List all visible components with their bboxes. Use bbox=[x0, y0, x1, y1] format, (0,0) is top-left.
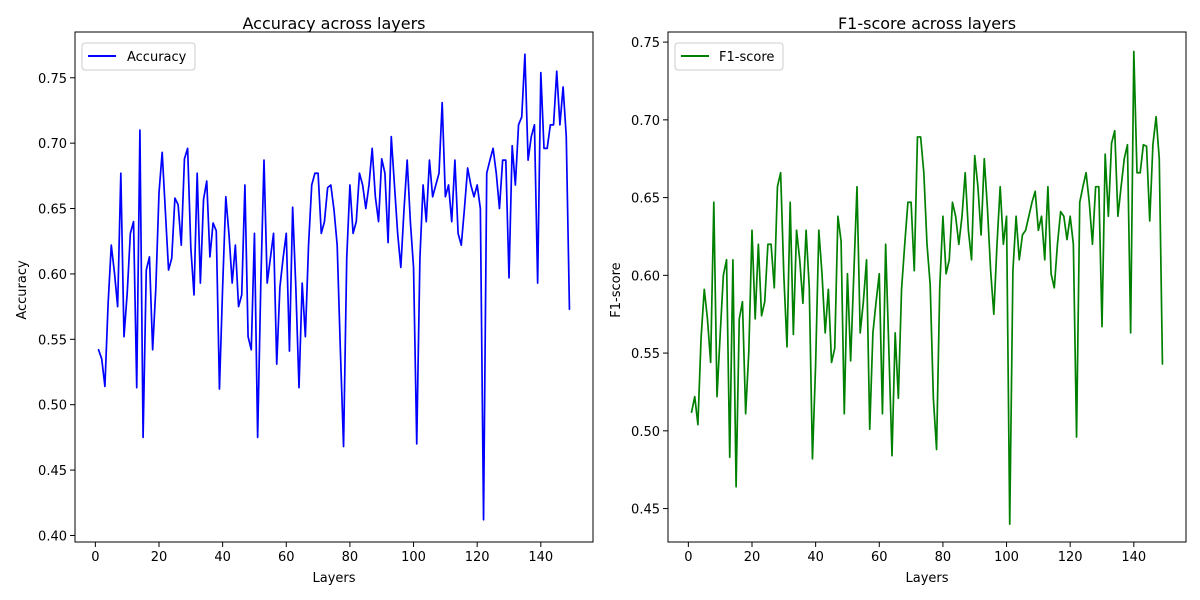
y-tick-label: 0.65 bbox=[631, 192, 660, 207]
x-tick-label: 140 bbox=[1121, 550, 1146, 565]
axes-frame bbox=[667, 31, 1187, 543]
chart-title: F1-score across layers bbox=[838, 14, 1016, 33]
x-tick-label: 60 bbox=[278, 550, 295, 565]
y-tick-label: 0.75 bbox=[38, 72, 67, 87]
legend-box bbox=[81, 42, 196, 71]
ticks-layer: 0 20 40 60 80 100 120 140 0.45 0.50 0.55 0.60 0.65 0.… bbox=[631, 36, 1146, 565]
y-tick-label: 0.50 bbox=[38, 399, 67, 414]
x-tick-label: 0 bbox=[91, 550, 99, 565]
series-line-accuracy bbox=[97, 53, 571, 521]
x-tick-label: 100 bbox=[401, 550, 426, 565]
chart-accuracy: 0 20 40 60 80 100 120 140 0.40 0.45 0.50 0.55 0.60 0.… bbox=[15, 14, 594, 586]
y-tick-label: 0.55 bbox=[631, 347, 660, 362]
y-tick-label: 0.45 bbox=[631, 503, 660, 518]
y-tick-label: 0.45 bbox=[38, 464, 67, 479]
x-tick-label: 100 bbox=[994, 550, 1019, 565]
y-tick-label: 0.55 bbox=[38, 333, 67, 348]
legend: Accuracy bbox=[81, 42, 196, 71]
plot-background bbox=[75, 32, 593, 542]
x-tick-label: 80 bbox=[342, 550, 359, 565]
series-line-f1-score bbox=[690, 50, 1164, 525]
legend-box bbox=[674, 42, 784, 71]
x-tick-label: 20 bbox=[744, 550, 761, 565]
x-tick-label: 20 bbox=[151, 550, 168, 565]
series-layer bbox=[690, 50, 1164, 525]
x-axis-label: Layers bbox=[312, 571, 355, 586]
y-tick-label: 0.70 bbox=[38, 137, 67, 152]
chart-f1-score: 0 20 40 60 80 100 120 140 0.45 0.50 0.55 0.60 0.65 0.… bbox=[609, 14, 1187, 586]
ticks-layer: 0 20 40 60 80 100 120 140 0.40 0.45 0.50 0.55 0.60 0.… bbox=[38, 72, 553, 565]
y-tick-label: 0.60 bbox=[38, 268, 67, 283]
x-tick-label: 60 bbox=[871, 550, 888, 565]
x-tick-label: 120 bbox=[1058, 550, 1083, 565]
x-tick-label: 40 bbox=[807, 550, 824, 565]
series-layer bbox=[97, 53, 571, 521]
legend: F1-score bbox=[674, 42, 784, 71]
y-tick-label: 0.65 bbox=[38, 203, 67, 218]
legend-entry-label: Accuracy bbox=[127, 50, 187, 65]
y-tick-label: 0.75 bbox=[631, 36, 660, 51]
y-tick-label: 0.60 bbox=[631, 269, 660, 284]
x-tick-label: 40 bbox=[214, 550, 231, 565]
y-axis-label: F1-score bbox=[609, 262, 624, 317]
y-tick-label: 0.70 bbox=[631, 114, 660, 129]
plot-background bbox=[668, 32, 1186, 542]
y-tick-label: 0.40 bbox=[38, 529, 67, 544]
x-tick-label: 120 bbox=[465, 550, 490, 565]
x-tick-label: 0 bbox=[684, 550, 692, 565]
y-tick-label: 0.50 bbox=[631, 425, 660, 440]
x-tick-label: 80 bbox=[935, 550, 952, 565]
legend-entry-label: F1-score bbox=[719, 50, 774, 65]
axes-frame bbox=[74, 31, 594, 543]
chart-title: Accuracy across layers bbox=[243, 14, 426, 33]
y-axis-label: Accuracy bbox=[15, 260, 30, 320]
x-axis-label: Layers bbox=[905, 571, 948, 586]
x-tick-label: 140 bbox=[528, 550, 553, 565]
